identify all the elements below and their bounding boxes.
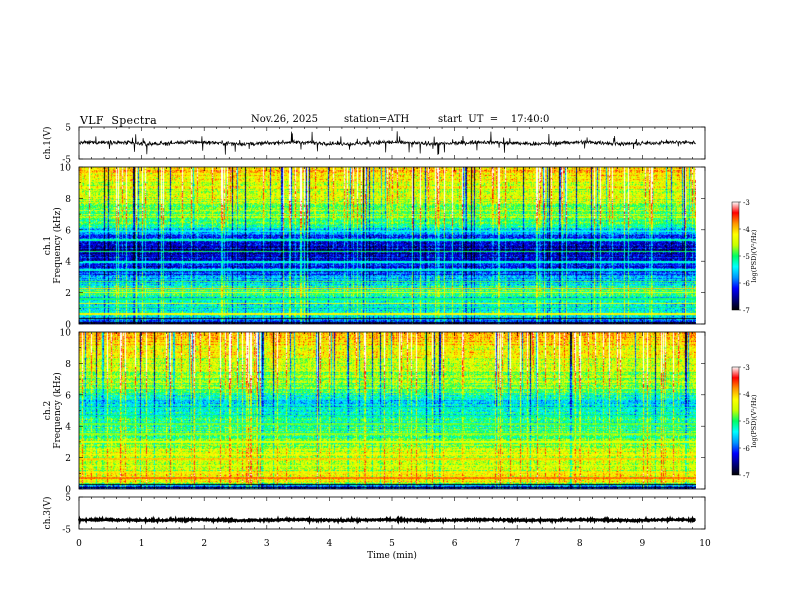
ch3-ytick-label: -5 bbox=[62, 526, 71, 536]
xtick-label: 10 bbox=[699, 539, 711, 549]
xtick-label: 7 bbox=[514, 539, 520, 549]
ch2-spectrogram-ylabel: Frequency (kHz) bbox=[52, 372, 63, 449]
ch2-spectrogram-colorbar-tick-label: -7 bbox=[743, 472, 750, 480]
ch1-spectrogram-ytick-label: 8 bbox=[65, 195, 71, 205]
xtick-label: 1 bbox=[139, 539, 145, 549]
start-time-label: start UT = 17:40:0 bbox=[438, 114, 550, 125]
ch2-spectrogram-ytick-label: 6 bbox=[65, 391, 71, 401]
ch1-spectrogram-colorbar-tick-label: -7 bbox=[743, 307, 750, 315]
ch1-spectrogram-ylabel-channel: ch.1 bbox=[43, 236, 53, 255]
ch1-spectrogram-ytick-label: 10 bbox=[60, 164, 72, 174]
ch2-spectrogram-ytick-label: 2 bbox=[65, 454, 71, 464]
ch1-spectrogram-colorbar-tick-label: -5 bbox=[743, 253, 750, 261]
ch1-spectrogram-ytick-label: 6 bbox=[65, 226, 71, 236]
date-label: Nov.26, 2025 bbox=[251, 114, 318, 125]
xtick-label: 3 bbox=[264, 539, 270, 549]
xtick-label: 8 bbox=[577, 539, 583, 549]
ch3-axes-frame bbox=[78, 496, 706, 530]
xtick-label: 2 bbox=[201, 539, 207, 549]
ch2-spectrogram-ytick-label: 0 bbox=[65, 486, 71, 496]
ch1-spectrogram-ylabel: Frequency (kHz) bbox=[52, 207, 63, 284]
ch1-spectrogram-image bbox=[79, 167, 696, 324]
ch1-spectrogram-ytick-label: 4 bbox=[65, 258, 71, 268]
ch2-spectrogram-ytick-label: 8 bbox=[65, 360, 71, 370]
ch2-spectrogram-colorbar-tick-label: -6 bbox=[743, 445, 750, 453]
ch1-spectrogram-colorbar bbox=[731, 201, 740, 311]
x-axis-label: Time (min) bbox=[367, 550, 417, 561]
ch1-spectrogram-colorbar-tick-label: -6 bbox=[743, 280, 750, 288]
ch1-trace bbox=[78, 131, 696, 155]
ch2-spectrogram-colorbar bbox=[731, 366, 740, 476]
ch2-spectrogram-image bbox=[79, 332, 696, 489]
ch1-ytick-label: 5 bbox=[65, 124, 71, 134]
ch1-spectrogram-colorbar-tick-label: -4 bbox=[743, 226, 750, 234]
ch3-trace bbox=[77, 515, 696, 526]
ch1-spectrogram-colorbar-label: log(PSD)(V²/Hz) bbox=[750, 229, 758, 282]
ch2-spectrogram-colorbar-label: log(PSD)(V²/Hz) bbox=[750, 394, 758, 447]
ch1-ytick-label: -5 bbox=[62, 156, 71, 166]
ch2-spectrogram-ytick-label: 10 bbox=[60, 329, 72, 339]
ch2-spectrogram-colorbar-tick-label: -4 bbox=[743, 391, 750, 399]
ch2-spectrogram-colorbar-tick-label: -5 bbox=[743, 418, 750, 426]
xtick-label: 6 bbox=[452, 539, 458, 549]
ch1-spectrogram-ytick-label: 0 bbox=[65, 321, 71, 331]
ch1-spectrogram-colorbar-tick-label: -3 bbox=[743, 199, 750, 207]
ch2-spectrogram-ytick-label: 4 bbox=[65, 423, 71, 433]
ch1-ylabel: ch.1(V) bbox=[42, 127, 53, 160]
ch1-spectrogram-ytick-label: 2 bbox=[65, 289, 71, 299]
ch2-spectrogram-ylabel-channel: ch.2 bbox=[43, 401, 53, 420]
figure-title: VLF Spectra bbox=[80, 114, 157, 127]
xtick-label: 5 bbox=[389, 539, 395, 549]
xtick-label: 9 bbox=[640, 539, 646, 549]
ch3-ytick-label: 5 bbox=[65, 494, 71, 504]
xtick-label: 0 bbox=[76, 539, 82, 549]
station-label: station=ATH bbox=[344, 114, 410, 125]
ch3-ylabel: ch.3(V) bbox=[42, 497, 53, 530]
ch2-spectrogram-colorbar-tick-label: -3 bbox=[743, 364, 750, 372]
xtick-label: 4 bbox=[327, 539, 333, 549]
